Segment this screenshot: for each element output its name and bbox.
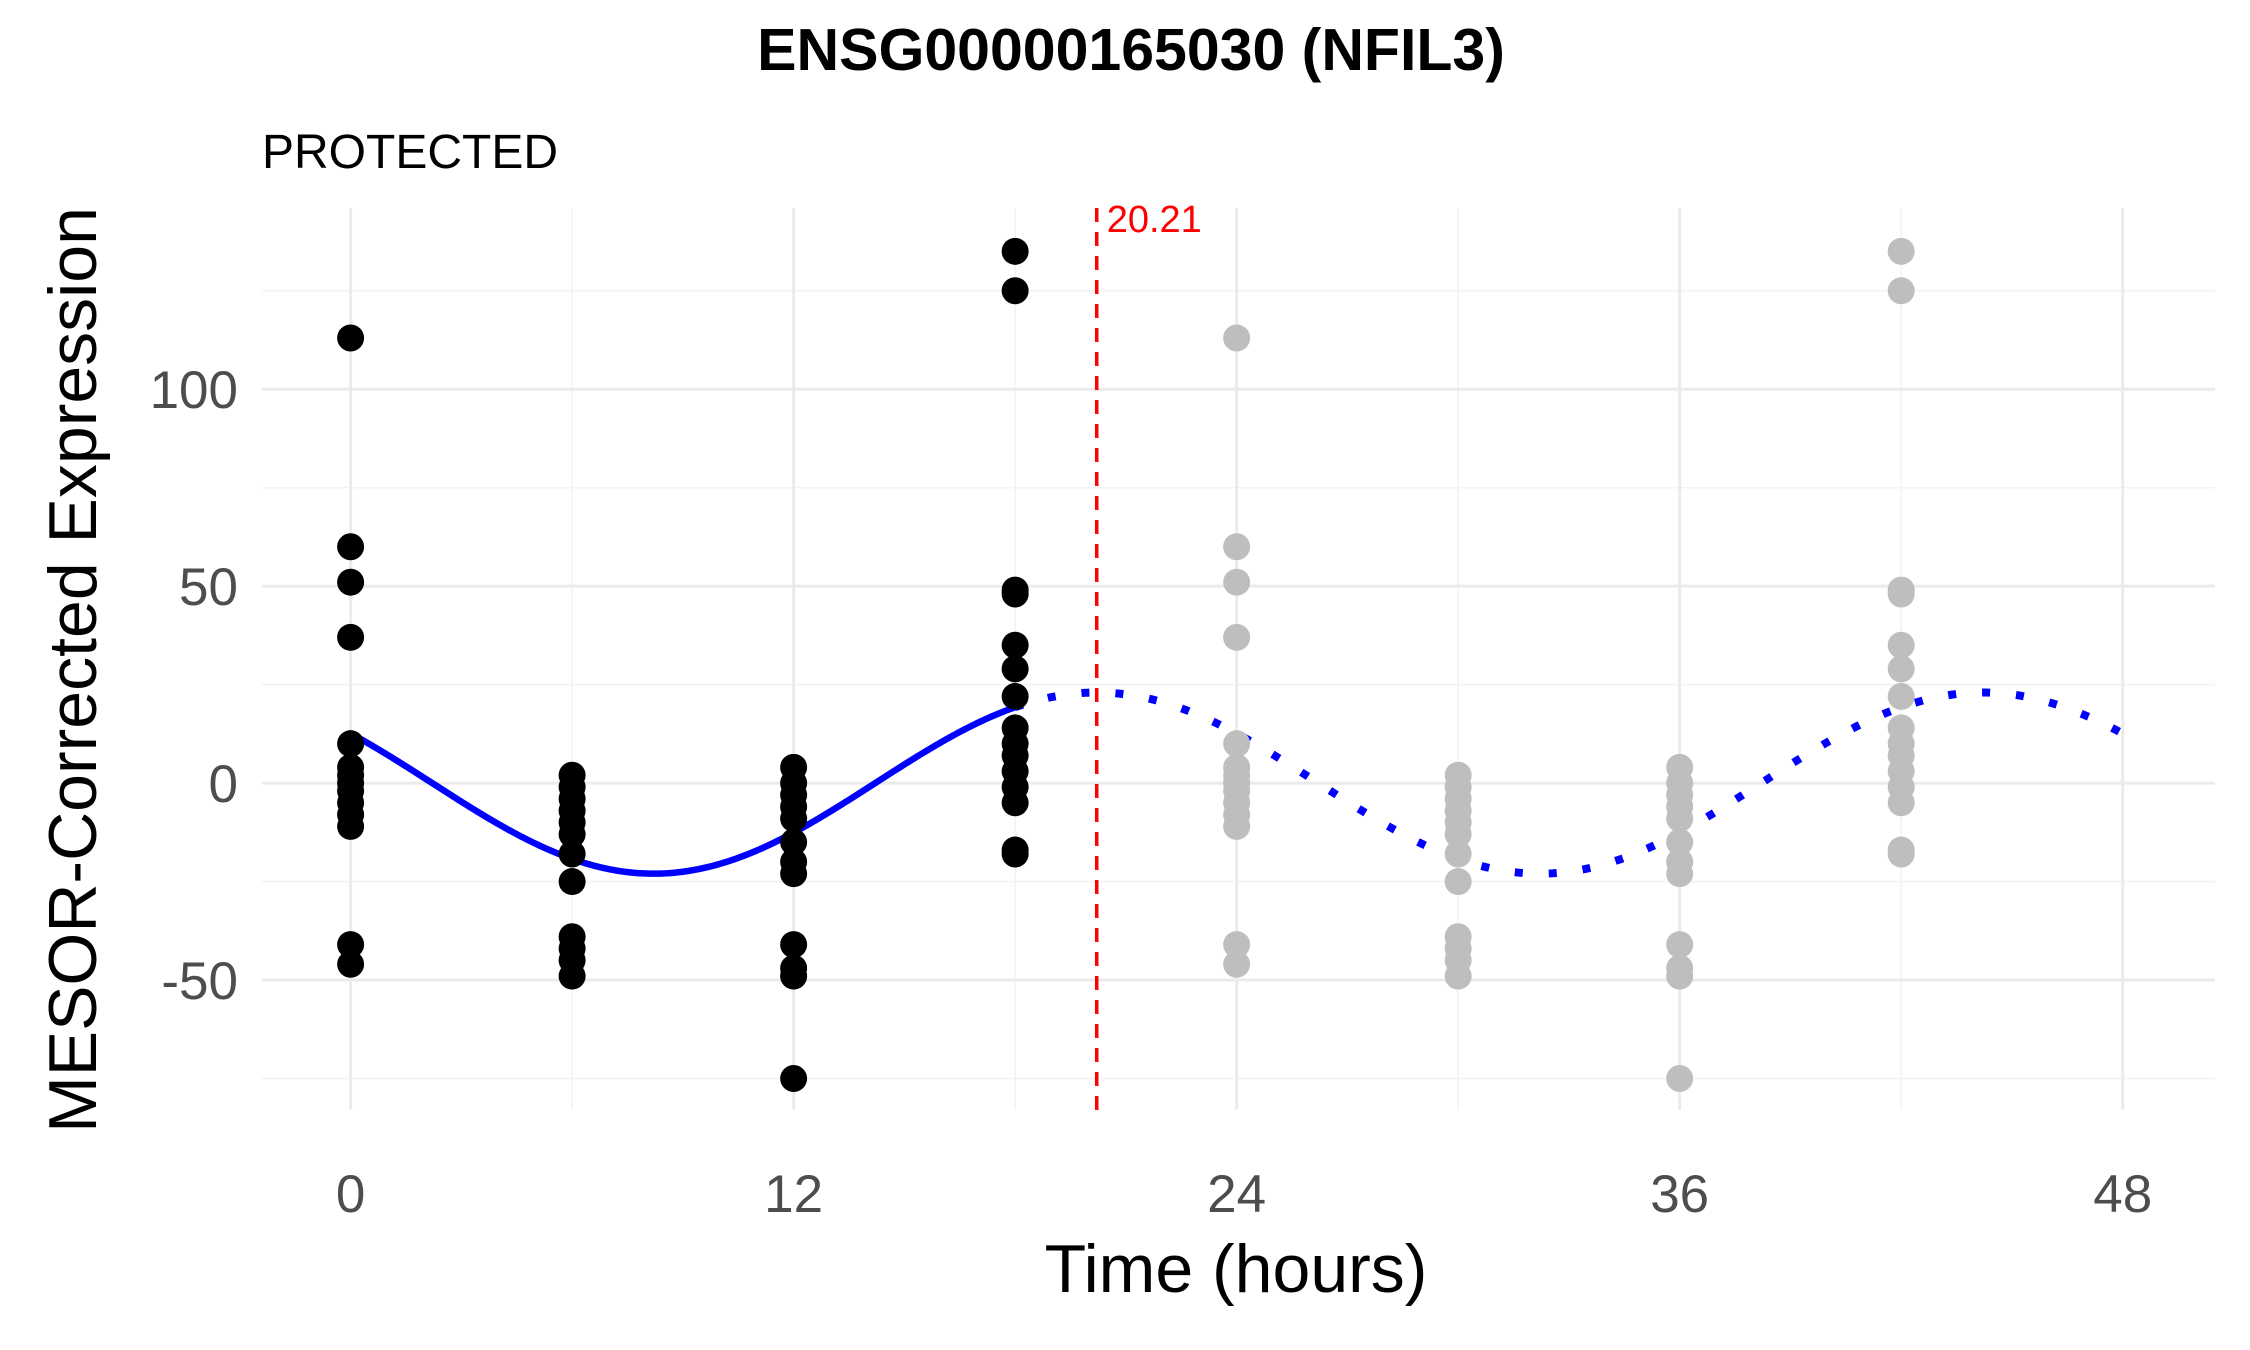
projected-point (1444, 820, 1472, 848)
acrophase-label: 20.21 (1107, 199, 1202, 241)
observed-point (1001, 840, 1029, 868)
observed-point (1001, 237, 1029, 265)
y-tick-label: -50 (161, 952, 238, 1011)
observed-point (337, 950, 365, 978)
observed-point (1001, 631, 1029, 659)
projected-point (1223, 568, 1251, 596)
observed-point (780, 805, 808, 833)
y-tick-labels: -50 0 50 100 (150, 361, 238, 1011)
observed-point (780, 828, 808, 856)
observed-point (780, 1064, 808, 1092)
observed-point (780, 860, 808, 888)
observed-point (558, 840, 586, 868)
observed-point (337, 623, 365, 651)
projected-point (1666, 828, 1694, 856)
projected-point (1223, 533, 1251, 561)
y-tick-label: 50 (179, 558, 238, 617)
chart-subtitle: PROTECTED (262, 126, 558, 179)
observed-point (337, 931, 365, 959)
observed-point (337, 568, 365, 596)
observed-points (337, 237, 1029, 1092)
observed-point (780, 931, 808, 959)
x-tick-label: 12 (764, 1165, 823, 1224)
x-tick-label: 48 (2093, 1165, 2152, 1224)
projected-point (1223, 324, 1251, 352)
observed-point (558, 962, 586, 990)
observed-point (337, 533, 365, 561)
projected-point (1887, 840, 1915, 868)
projected-point (1887, 237, 1915, 265)
projected-point (1444, 868, 1472, 896)
observed-point (558, 868, 586, 896)
fit-curve-observed (347, 703, 1019, 877)
projected-point (1666, 962, 1694, 990)
observed-point (1001, 580, 1029, 608)
observed-point (337, 730, 365, 758)
observed-point (780, 962, 808, 990)
x-tick-label: 0 (336, 1165, 365, 1224)
projected-point (1444, 962, 1472, 990)
projected-point (1666, 1064, 1694, 1092)
projected-point (1223, 950, 1251, 978)
projected-point (1666, 860, 1694, 888)
chart-title: ENSG00000165030 (NFIL3) (757, 17, 1505, 83)
observed-point (337, 324, 365, 352)
acrophase-marker: 20.21 (1094, 199, 1202, 1110)
projected-point (1223, 931, 1251, 959)
projected-points (1223, 237, 1915, 1092)
projected-point (1887, 655, 1915, 683)
projected-point (1223, 812, 1251, 840)
projected-point (1887, 682, 1915, 710)
observed-point (337, 812, 365, 840)
x-tick-labels: 0 12 24 36 48 (336, 1165, 2152, 1224)
y-tick-label: 0 (209, 755, 238, 814)
observed-point (1001, 789, 1029, 817)
projected-point (1887, 277, 1915, 305)
projected-point (1444, 840, 1472, 868)
x-tick-label: 36 (1650, 1165, 1709, 1224)
y-tick-label: 100 (150, 361, 238, 420)
observed-point (558, 820, 586, 848)
projected-point (1887, 580, 1915, 608)
projected-point (1887, 789, 1915, 817)
projected-point (1223, 623, 1251, 651)
y-axis-title: MESOR-Corrected Expression (35, 207, 111, 1133)
projected-point (1887, 631, 1915, 659)
observed-point (1001, 655, 1029, 683)
projected-point (1666, 805, 1694, 833)
fitted-cosinor-curve (347, 688, 2125, 878)
projected-point (1666, 931, 1694, 959)
projected-point (1223, 730, 1251, 758)
observed-point (1001, 277, 1029, 305)
x-axis-title: Time (hours) (1045, 1231, 1428, 1307)
observed-point (1001, 682, 1029, 710)
x-tick-label: 24 (1207, 1165, 1266, 1224)
